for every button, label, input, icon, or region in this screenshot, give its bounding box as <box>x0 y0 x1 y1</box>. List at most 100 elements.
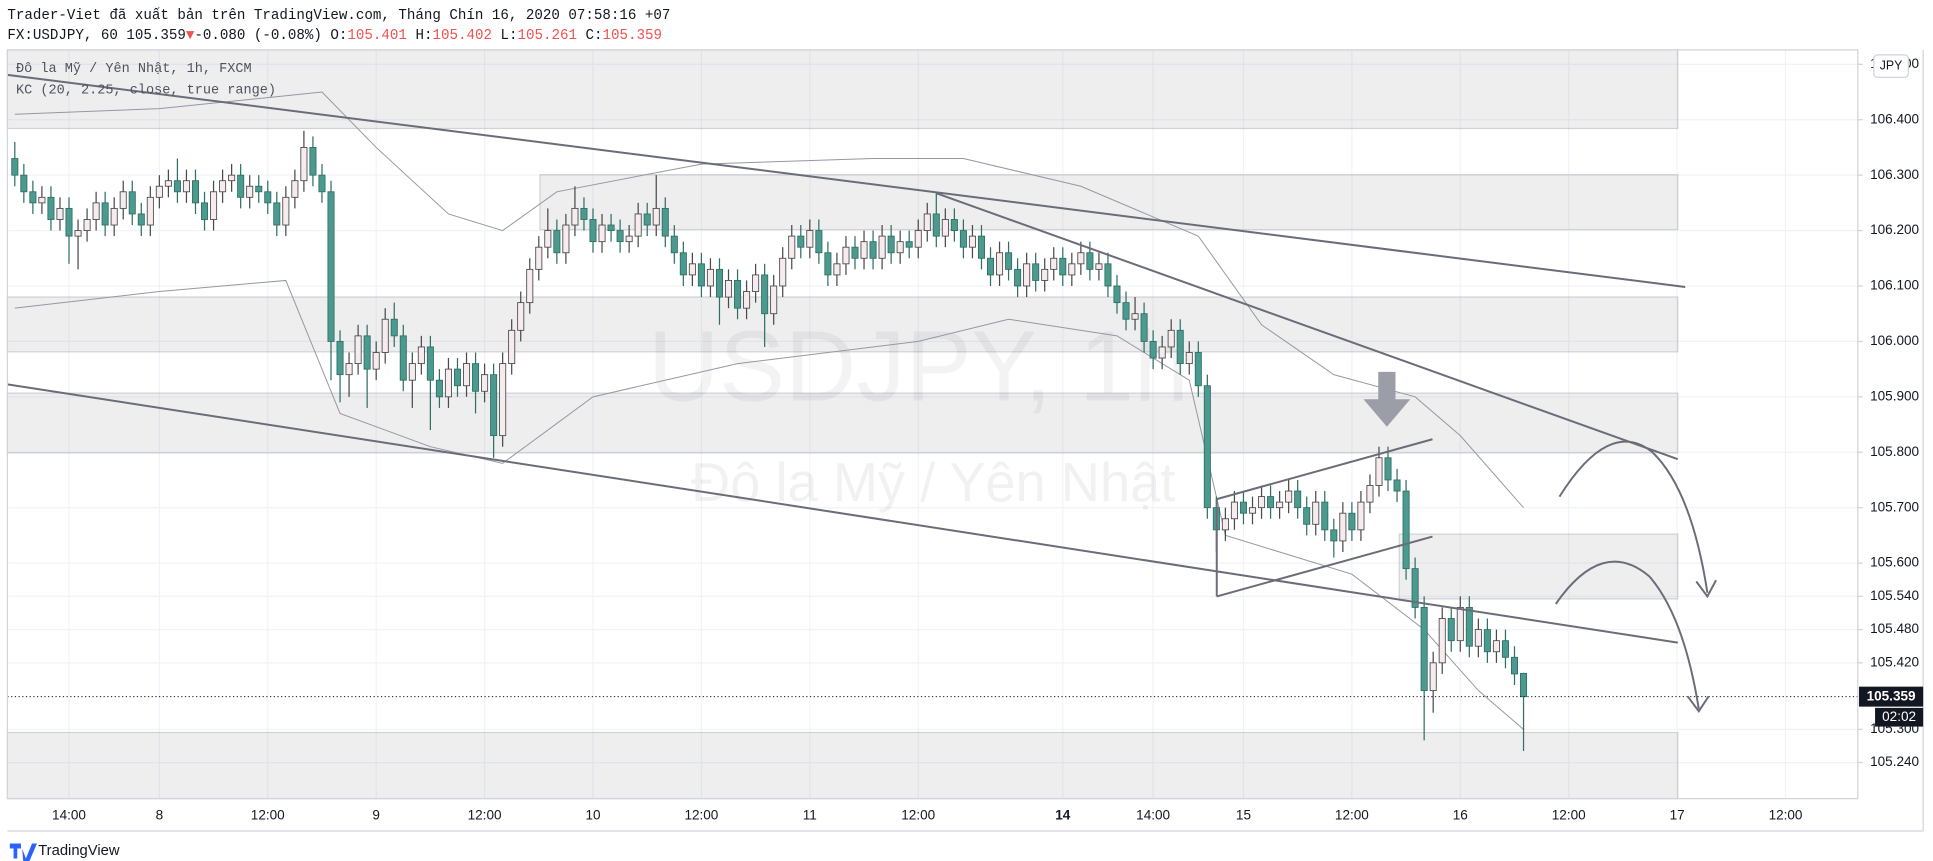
candle-body <box>1149 340 1157 359</box>
x-tick-label: 12:00 <box>1769 808 1803 823</box>
candle-body <box>824 252 832 276</box>
candle-body <box>1456 606 1464 642</box>
candle-body <box>743 291 751 309</box>
candle-body <box>1104 263 1112 287</box>
candle-body <box>1510 656 1519 675</box>
candle-body <box>896 241 904 254</box>
candle-body <box>1465 606 1473 647</box>
candle-body <box>463 363 471 387</box>
candle-body <box>1447 618 1455 642</box>
x-tick-label: 12:00 <box>251 808 285 823</box>
candle-body <box>986 257 995 276</box>
currency-label: JPY <box>1880 58 1903 72</box>
candle-body <box>968 235 976 248</box>
candle-body <box>56 207 64 220</box>
plot <box>7 91 1858 751</box>
candle-body <box>1068 263 1076 276</box>
candle-body <box>1248 507 1257 514</box>
y-tick-label: 105.800 <box>1870 444 1919 459</box>
candle-body <box>517 302 525 331</box>
y-tick-label: 105.700 <box>1870 499 1919 514</box>
arrow-head <box>1686 695 1710 713</box>
candle-body <box>878 235 886 259</box>
candle-body <box>860 241 868 259</box>
candle-body <box>110 207 118 226</box>
candle-body <box>282 196 290 226</box>
candle-body <box>734 280 742 309</box>
candle-body <box>1312 501 1320 525</box>
candle-body <box>1023 263 1031 287</box>
candle-body <box>797 235 805 248</box>
y-tick-label: 105.600 <box>1870 555 1919 570</box>
x-tick-label: 12:00 <box>684 808 718 823</box>
candle-body <box>1239 501 1247 514</box>
candle-body <box>1122 302 1130 320</box>
candle-body <box>1429 662 1437 691</box>
plot-frame <box>6 49 1859 800</box>
candle-body <box>336 340 344 376</box>
keltner-band <box>14 279 1524 730</box>
x-tick-label: 12:00 <box>1335 808 1369 823</box>
ohlc-label: H: <box>415 28 432 44</box>
candle-body <box>887 235 895 254</box>
candle-body <box>598 224 606 243</box>
candle-body <box>119 191 127 209</box>
candle-body <box>761 274 769 315</box>
candle-body <box>1041 268 1049 281</box>
x-tick-label: 11 <box>803 808 817 823</box>
candle-body <box>1285 490 1293 503</box>
candle-body <box>29 191 37 204</box>
candle-body <box>1438 618 1446 664</box>
candle-body <box>1005 252 1013 270</box>
candle-body <box>1140 313 1148 342</box>
candle-body <box>571 207 579 226</box>
ohlc-value: 105.359 <box>603 28 663 44</box>
candle-body <box>788 235 796 259</box>
candle-body <box>408 363 416 381</box>
y-tick-label: 106.300 <box>1870 167 1919 182</box>
candle-body <box>219 180 227 193</box>
legend-symbol: Đô la Mỹ / Yên Nhật, 1h, FXCM <box>16 62 252 77</box>
currency-badge[interactable] <box>1873 54 1909 78</box>
footer-brand: TradingView <box>38 843 120 859</box>
candle-body <box>914 230 922 248</box>
candle-body <box>435 379 443 398</box>
forecast-arrow <box>1554 560 1700 709</box>
y-tick-label: 105.480 <box>1870 621 1919 636</box>
x-tick-label: 10 <box>585 808 600 823</box>
candle-body <box>833 263 841 276</box>
candle-body <box>1294 490 1302 509</box>
candle-body <box>1303 507 1311 525</box>
candle-body <box>977 235 985 259</box>
candle-body <box>815 230 823 254</box>
candle-body <box>544 230 552 248</box>
zone <box>6 49 1679 130</box>
candle-body <box>535 246 543 270</box>
ohlc-value: 105.402 <box>432 28 492 44</box>
candle-body <box>580 207 588 220</box>
x-tick-label: 14:00 <box>1136 808 1170 823</box>
candle-body <box>950 219 958 232</box>
candle-body <box>92 202 100 220</box>
change-arrow: ▼ <box>186 28 195 44</box>
trend-line <box>7 73 1686 288</box>
candle-body <box>20 174 28 193</box>
candle-body <box>1501 640 1509 658</box>
candle-body <box>327 191 335 342</box>
candle-body <box>173 180 181 193</box>
y-tick-label: 105.420 <box>1870 654 1919 669</box>
countdown-label: 02:02 <box>1882 709 1916 724</box>
ohlc-label: O: <box>330 28 347 44</box>
last-price: 105.359 <box>126 28 186 44</box>
y-tick-label: 105.900 <box>1870 388 1919 403</box>
ohlc-value: 105.261 <box>517 28 577 44</box>
candle-body <box>381 318 389 353</box>
candle-body <box>210 191 218 220</box>
candle-body <box>11 158 19 176</box>
candle-body <box>191 180 200 204</box>
logo <box>9 843 37 861</box>
candle-body <box>1366 485 1374 503</box>
candle-body <box>589 219 597 243</box>
candle-body <box>1059 257 1067 276</box>
